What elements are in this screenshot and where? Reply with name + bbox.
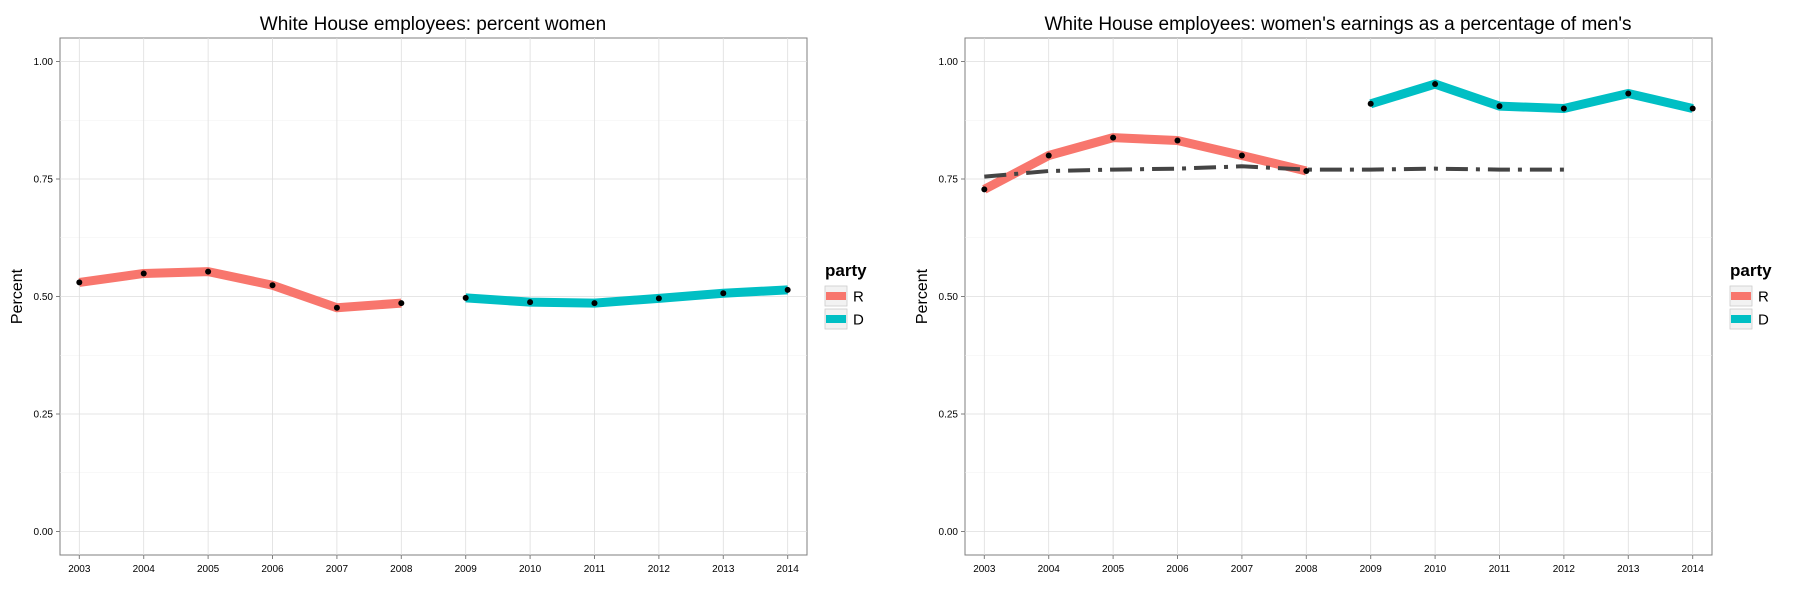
- series-line-R: [982, 133, 1308, 194]
- x-tick-label: 2004: [133, 564, 156, 575]
- x-tick-label: 2013: [1617, 564, 1640, 575]
- x-tick-label: 2009: [455, 564, 478, 575]
- y-tick-label: 1.00: [939, 57, 959, 68]
- y-tick-label: 0.25: [939, 410, 959, 421]
- legend-label-D: D: [1758, 312, 1769, 329]
- legend-label-R: R: [1758, 289, 1769, 306]
- legend: party RD: [824, 261, 867, 330]
- data-point-D: [527, 299, 534, 306]
- x-tick-label: 2004: [1038, 564, 1061, 575]
- x-tick-label: 2005: [1102, 564, 1125, 575]
- data-point-R: [1303, 168, 1310, 175]
- x-tick-label: 2013: [712, 564, 735, 575]
- x-tick-label: 2003: [68, 564, 91, 575]
- x-tick-label: 2011: [1489, 564, 1511, 575]
- x-tick-label: 2008: [1295, 564, 1318, 575]
- data-point-D: [1496, 103, 1503, 110]
- y-axis-label: Percent: [9, 268, 26, 324]
- y-tick-label: 0.00: [34, 527, 54, 538]
- data-point-D: [784, 286, 791, 293]
- y-tick-label: 0.75: [939, 175, 959, 186]
- chart-title: White House employees: percent women: [260, 14, 606, 35]
- legend-swatch-D: [1731, 315, 1751, 323]
- data-point-R: [76, 279, 83, 286]
- x-tick-label: 2014: [1682, 564, 1705, 575]
- legend-title: party: [1730, 261, 1772, 280]
- x-tick-label: 2006: [1166, 564, 1189, 575]
- data-point-R: [333, 304, 340, 311]
- reference-line: [984, 164, 1564, 179]
- series-line-D: [465, 285, 788, 308]
- x-tick-label: 2014: [777, 564, 800, 575]
- legend-label-D: D: [853, 312, 864, 329]
- x-tick-label: 2008: [390, 564, 413, 575]
- data-point-R: [1045, 152, 1052, 159]
- legend-title: party: [825, 261, 867, 280]
- data-point-D: [655, 295, 662, 302]
- series-line-D: [1369, 79, 1694, 113]
- data-point-D: [462, 294, 469, 301]
- data-point-R: [1174, 137, 1181, 144]
- x-tick-label: 2012: [1553, 564, 1576, 575]
- x-tick-label: 2009: [1360, 564, 1383, 575]
- data-point-D: [1432, 81, 1439, 88]
- x-tick-label: 2010: [519, 564, 542, 575]
- x-tick-label: 2003: [973, 564, 996, 575]
- x-tick-label: 2007: [326, 564, 349, 575]
- data-point-D: [720, 290, 727, 297]
- x-tick-label: 2010: [1424, 564, 1447, 575]
- x-tick-label: 2005: [197, 564, 220, 575]
- y-tick-label: 1.00: [34, 57, 54, 68]
- legend-swatch-R: [1731, 292, 1751, 300]
- y-tick-label: 0.50: [939, 292, 959, 303]
- data-point-R: [398, 300, 405, 307]
- data-point-R: [1238, 152, 1245, 159]
- chart-panel-percent-women: 0.00 0.25 0.50 0.75 1.00 2003 2004 2005 2006 2007…: [9, 14, 867, 575]
- legend-swatch-R: [826, 292, 846, 300]
- data-point-D: [1689, 105, 1696, 112]
- y-tick-label: 0.00: [939, 527, 959, 538]
- data-point-R: [269, 282, 276, 289]
- y-tick-label: 0.50: [34, 292, 54, 303]
- legend: party RD: [1729, 261, 1772, 330]
- x-tick-label: 2006: [261, 564, 284, 575]
- x-tick-label: 2007: [1231, 564, 1254, 575]
- data-point-D: [1625, 90, 1632, 97]
- y-axis-label: Percent: [914, 268, 931, 324]
- series-line-R: [78, 267, 402, 313]
- legend-label-R: R: [853, 289, 864, 306]
- x-tick-label: 2012: [648, 564, 671, 575]
- y-tick-label: 0.25: [34, 410, 54, 421]
- chart-title: White House employees: women's earnings …: [1044, 14, 1631, 35]
- y-tick-label: 0.75: [34, 175, 54, 186]
- data-point-R: [140, 270, 147, 277]
- data-point-D: [1560, 105, 1567, 112]
- legend-swatch-D: [826, 315, 846, 323]
- data-point-R: [205, 268, 212, 275]
- data-point-D: [1367, 100, 1374, 107]
- data-point-R: [981, 186, 988, 193]
- data-point-D: [591, 300, 598, 307]
- chart-panel-earnings-ratio: 0.00 0.25 0.50 0.75 1.00 2003 2004 2005 2006 2007…: [914, 14, 1772, 575]
- data-point-R: [1110, 134, 1117, 141]
- x-tick-label: 2011: [584, 564, 606, 575]
